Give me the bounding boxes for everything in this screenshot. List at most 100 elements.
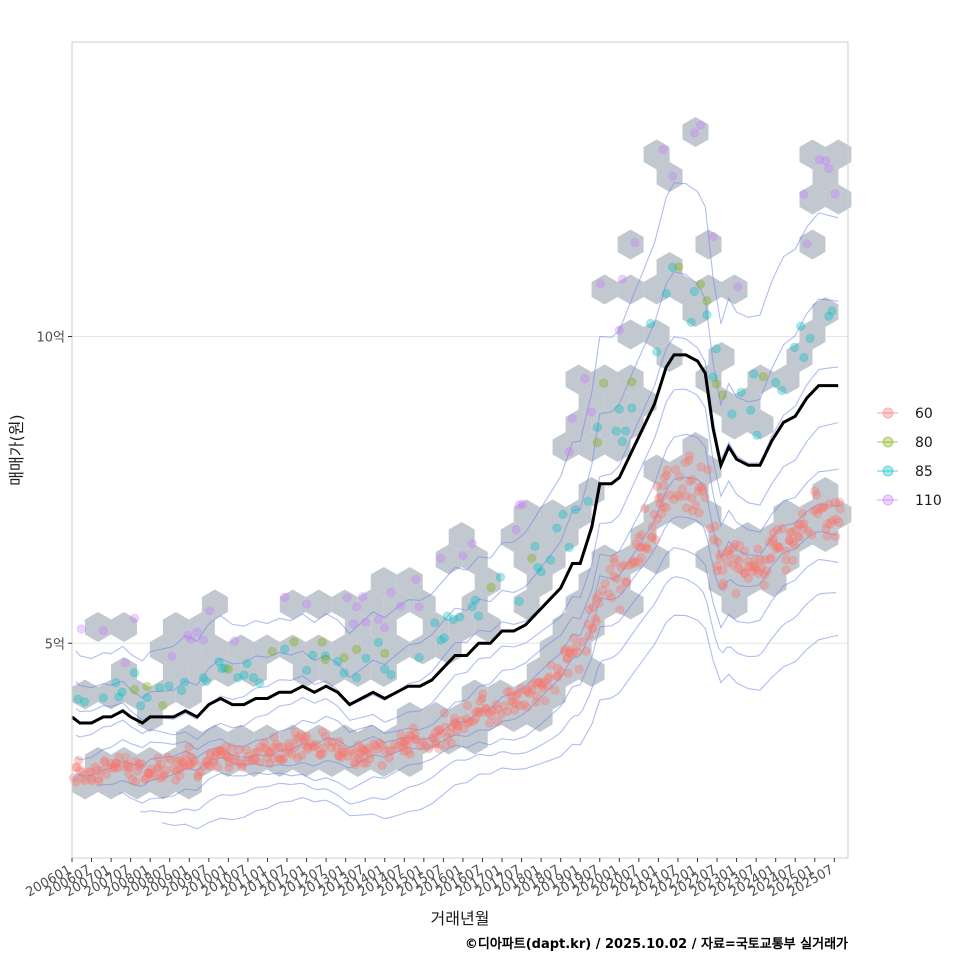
data-point [570, 505, 581, 515]
data-point [565, 648, 575, 659]
data-point [661, 502, 671, 513]
data-point [428, 733, 438, 743]
data-point [512, 690, 522, 701]
hex-bin [201, 724, 228, 755]
data-point [799, 523, 809, 534]
data-point [195, 766, 205, 777]
data-point [209, 757, 219, 767]
data-point [514, 596, 524, 606]
data-point [643, 544, 653, 554]
data-point [431, 727, 441, 738]
data-point [553, 663, 563, 674]
data-point [361, 653, 371, 664]
data-point [461, 714, 472, 724]
data-point [790, 540, 800, 551]
hex-bin [526, 702, 553, 732]
data-point [687, 493, 697, 503]
data-point [765, 554, 775, 564]
data-point [140, 774, 150, 784]
data-point [564, 542, 574, 553]
data-point [343, 751, 353, 761]
data-point [323, 736, 334, 747]
data-point [609, 572, 619, 582]
data-point [818, 502, 828, 512]
data-point [358, 745, 368, 755]
data-point [158, 701, 168, 711]
data-point [198, 635, 209, 645]
data-point [308, 741, 318, 751]
data-point [399, 746, 409, 756]
data-point [687, 506, 698, 516]
data-point [154, 683, 165, 693]
data-point [358, 591, 368, 602]
hex-bin [214, 747, 241, 777]
hex-bin [227, 724, 254, 755]
hex-bin [331, 634, 358, 665]
data-point [758, 371, 768, 382]
data-point [586, 407, 596, 417]
hex-bin [396, 567, 423, 597]
hex-bin [773, 364, 800, 395]
data-point [509, 705, 520, 715]
data-point [752, 430, 762, 440]
hex-bin [708, 342, 735, 372]
data-point [277, 742, 287, 752]
hex-bin [786, 522, 813, 552]
data-point [796, 519, 806, 529]
data-point [229, 756, 240, 766]
contour-line [75, 182, 839, 662]
data-point [342, 593, 352, 603]
data-point [111, 758, 122, 768]
data-point [587, 623, 598, 633]
data-point [384, 753, 394, 763]
data-point [567, 413, 578, 424]
data-point [592, 422, 603, 432]
data-point [333, 656, 343, 667]
data-point [247, 755, 257, 765]
data-point [552, 671, 562, 681]
data-point [303, 744, 313, 754]
hex-bin [448, 612, 475, 642]
data-point [553, 672, 563, 682]
data-point [78, 767, 88, 777]
data-point [259, 743, 269, 753]
data-point [590, 613, 601, 623]
data-point [92, 765, 103, 775]
data-point [749, 560, 759, 571]
data-point [595, 279, 606, 289]
data-point [283, 738, 294, 749]
hex-bin [162, 657, 189, 687]
hex-bin [149, 769, 176, 800]
data-point [353, 754, 363, 764]
data-point [493, 704, 503, 714]
hex-bin [643, 139, 670, 170]
data-point [142, 681, 152, 692]
data-point [690, 500, 701, 510]
data-point [192, 627, 202, 637]
data-point [493, 717, 503, 727]
hex-bin [292, 747, 319, 777]
hex-bin [630, 522, 657, 552]
data-point [543, 673, 554, 684]
data-point [334, 751, 344, 761]
data-point [799, 519, 809, 529]
data-point [428, 733, 438, 743]
data-point [141, 774, 151, 784]
data-point [301, 665, 312, 675]
data-point [337, 747, 347, 758]
data-point [697, 485, 708, 495]
data-point [830, 532, 841, 542]
data-point [686, 317, 696, 327]
data-point [106, 758, 116, 769]
contour-line [97, 516, 837, 787]
data-point [630, 238, 640, 248]
data-point [363, 743, 373, 753]
hex-bin [175, 769, 202, 800]
data-point [540, 696, 550, 706]
hex-bin [513, 499, 540, 530]
data-point [694, 482, 704, 492]
data-point [487, 705, 498, 715]
hex-bin [137, 747, 163, 777]
data-point [250, 747, 260, 757]
data-point [543, 681, 553, 691]
